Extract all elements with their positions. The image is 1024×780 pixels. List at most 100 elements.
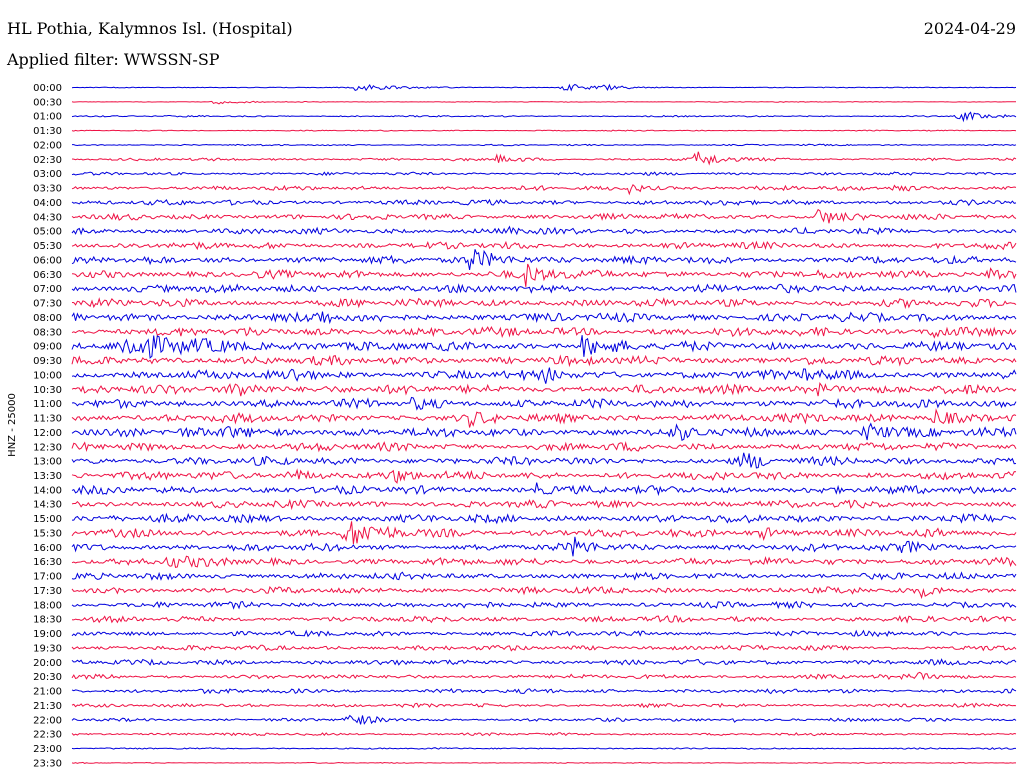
time-label-0200: 02:00 xyxy=(33,140,62,151)
time-label-2030: 20:30 xyxy=(33,672,62,683)
trace-row-1430 xyxy=(71,498,1017,511)
time-label-1230: 12:30 xyxy=(33,442,62,453)
trace-row-0930 xyxy=(71,354,1017,368)
trace-row-1700 xyxy=(71,571,1017,581)
time-label-1900: 19:00 xyxy=(33,629,62,640)
station-title: HL Pothia, Kalymnos Isl. (Hospital) xyxy=(7,19,293,38)
time-label-2200: 22:00 xyxy=(33,715,62,726)
time-label-2300: 23:00 xyxy=(33,744,62,755)
trace-row-2300 xyxy=(71,747,1016,750)
trace-row-1300 xyxy=(71,452,1017,469)
trace-row-2100 xyxy=(71,687,1017,695)
time-label-1830: 18:30 xyxy=(33,615,62,626)
trace-row-0100 xyxy=(71,111,1017,123)
trace-row-1100 xyxy=(71,396,1017,411)
trace-row-0200 xyxy=(72,143,1017,147)
trace-row-2200 xyxy=(71,714,1017,725)
time-label-1730: 17:30 xyxy=(33,586,62,597)
trace-row-0000 xyxy=(71,83,1017,92)
record-date: 2024-04-29 xyxy=(923,19,1016,38)
trace-row-0600 xyxy=(71,249,1017,270)
trace-row-1130 xyxy=(71,408,1017,428)
y-axis-label: HNZ - 25000 xyxy=(7,393,18,457)
time-label-1200: 12:00 xyxy=(33,428,62,439)
time-label-1400: 14:00 xyxy=(33,485,62,496)
time-label-0130: 01:30 xyxy=(33,126,62,137)
time-label-0900: 09:00 xyxy=(33,342,62,353)
trace-row-0730 xyxy=(71,297,1017,310)
trace-row-1400 xyxy=(71,482,1017,497)
time-label-0930: 09:30 xyxy=(33,356,62,367)
trace-row-1630 xyxy=(71,555,1017,568)
time-label-0430: 04:30 xyxy=(33,212,62,223)
trace-row-1830 xyxy=(71,614,1017,624)
trace-row-1200 xyxy=(71,422,1017,441)
trace-row-0400 xyxy=(71,198,1017,207)
trace-row-1230 xyxy=(71,441,1017,453)
trace-row-0630 xyxy=(71,263,1017,287)
time-label-0300: 03:00 xyxy=(33,169,62,180)
trace-row-1330 xyxy=(71,468,1017,484)
time-label-0330: 03:30 xyxy=(33,184,62,195)
time-label-1430: 14:30 xyxy=(33,500,62,511)
time-label-1800: 18:00 xyxy=(33,600,62,611)
trace-row-1930 xyxy=(71,644,1017,652)
trace-row-0330 xyxy=(71,183,1017,196)
time-label-0030: 00:30 xyxy=(33,97,62,108)
trace-row-0430 xyxy=(71,208,1017,224)
filter-label: Applied filter: WWSSN-SP xyxy=(7,50,220,69)
trace-row-0700 xyxy=(71,283,1017,294)
trace-row-0130 xyxy=(71,129,1017,132)
time-axis-labels: 00:00 00:30 01:00 01:30 02:00 02:30 03:00 03:30… xyxy=(33,83,62,769)
time-label-0530: 05:30 xyxy=(33,241,62,252)
trace-row-0800 xyxy=(71,311,1017,325)
time-label-1330: 13:30 xyxy=(33,471,62,482)
trace-row-0230 xyxy=(71,151,1017,166)
trace-row-0300 xyxy=(71,171,1017,177)
trace-row-0500 xyxy=(71,225,1017,236)
trace-group xyxy=(71,83,1017,764)
trace-row-1030 xyxy=(71,382,1017,397)
time-label-1100: 11:00 xyxy=(33,399,62,410)
trace-row-2230 xyxy=(71,732,1017,737)
time-label-1500: 15:00 xyxy=(33,514,62,525)
time-label-1300: 13:00 xyxy=(33,457,62,468)
time-label-0830: 08:30 xyxy=(33,327,62,338)
trace-row-0030 xyxy=(71,100,1016,105)
time-label-1700: 17:00 xyxy=(33,572,62,583)
trace-row-1500 xyxy=(72,512,1017,525)
time-label-2130: 21:30 xyxy=(33,701,62,712)
trace-row-1900 xyxy=(71,629,1017,638)
time-label-0230: 02:30 xyxy=(33,155,62,166)
trace-row-0830 xyxy=(71,325,1017,339)
trace-row-2130 xyxy=(71,702,1017,709)
time-label-1600: 16:00 xyxy=(33,543,62,554)
time-label-1630: 16:30 xyxy=(33,557,62,568)
time-label-0000: 00:00 xyxy=(33,83,62,94)
trace-row-1600 xyxy=(71,536,1017,557)
time-label-0100: 01:00 xyxy=(33,112,62,123)
trace-row-0900 xyxy=(71,335,1017,359)
trace-row-0530 xyxy=(71,240,1017,251)
trace-row-2000 xyxy=(71,658,1017,666)
time-label-0800: 08:00 xyxy=(33,313,62,324)
trace-row-2330 xyxy=(71,761,1016,764)
time-label-0730: 07:30 xyxy=(33,299,62,310)
time-label-1000: 10:00 xyxy=(33,370,62,381)
time-label-2330: 23:30 xyxy=(33,758,62,769)
time-label-1130: 11:30 xyxy=(33,414,62,425)
time-label-2100: 21:00 xyxy=(33,687,62,698)
trace-row-2030 xyxy=(71,671,1017,681)
time-label-1930: 19:30 xyxy=(33,643,62,654)
trace-row-1800 xyxy=(71,600,1017,610)
time-label-2000: 20:00 xyxy=(33,658,62,669)
time-label-0400: 04:00 xyxy=(33,198,62,209)
time-label-0630: 06:30 xyxy=(33,270,62,281)
time-label-2230: 22:30 xyxy=(33,730,62,741)
time-label-0500: 05:00 xyxy=(33,227,62,238)
time-label-1530: 15:30 xyxy=(33,528,62,539)
trace-row-1730 xyxy=(71,585,1017,600)
time-label-0600: 06:00 xyxy=(33,255,62,266)
time-label-0700: 07:00 xyxy=(33,284,62,295)
